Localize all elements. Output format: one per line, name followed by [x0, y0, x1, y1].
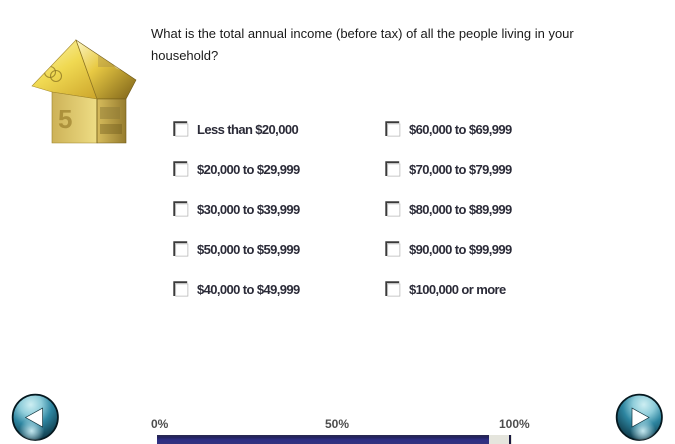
- svg-text:5: 5: [58, 104, 72, 134]
